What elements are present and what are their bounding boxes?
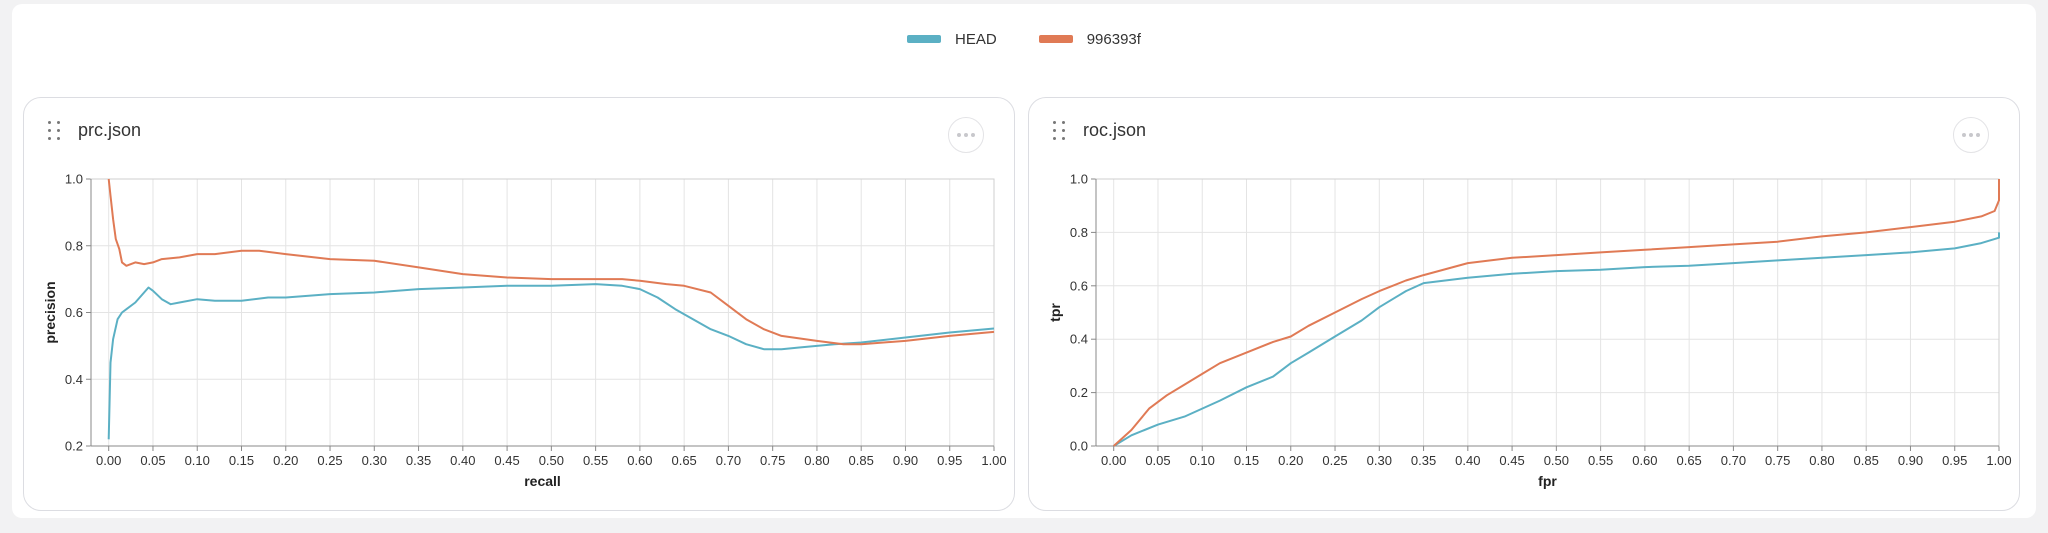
legend-swatch-head xyxy=(907,35,942,43)
x-tick-label: 0.75 xyxy=(1765,453,1790,468)
y-tick-label: 0.2 xyxy=(1070,385,1088,400)
x-tick-label: 0.90 xyxy=(893,453,918,468)
drag-handle-icon[interactable] xyxy=(1053,121,1065,143)
more-horizontal-icon xyxy=(957,133,961,137)
x-tick-label: 0.95 xyxy=(937,453,962,468)
plot-panel-roc: roc.json 0.00 0.05 0.10 0.15 0.20 0.25 0.30 0.3… xyxy=(1028,97,2020,511)
chart-roc: 0.00 0.05 0.10 0.15 0.20 0.25 0.30 0.35 0.40 0.45… xyxy=(1047,172,2012,490)
x-tick-label: 0.35 xyxy=(1411,453,1436,468)
x-tick-label: 0.50 xyxy=(1544,453,1569,468)
x-tick-label: 0.90 xyxy=(1898,453,1923,468)
x-tick-label: 0.45 xyxy=(1499,453,1524,468)
y-tick-label: 0.4 xyxy=(1070,332,1088,347)
x-tick-label: 0.30 xyxy=(362,453,387,468)
y-tick-label: 0.6 xyxy=(65,305,83,320)
x-tick-label: 0.00 xyxy=(96,453,121,468)
x-tick-label: 0.70 xyxy=(716,453,741,468)
y-axis-title: precision xyxy=(42,281,58,343)
y-tick-label: 0.0 xyxy=(1070,439,1088,454)
y-tick-label: 0.8 xyxy=(1070,225,1088,240)
series-line-head xyxy=(1113,232,2000,447)
x-tick-label: 0.00 xyxy=(1101,453,1126,468)
y-tick-label: 0.8 xyxy=(65,238,83,253)
more-options-button[interactable] xyxy=(1953,117,1989,153)
y-tick-label: 0.2 xyxy=(65,439,83,454)
legend: HEAD 996393f xyxy=(12,4,2036,74)
more-horizontal-icon xyxy=(1962,133,1966,137)
plot-panel-prc: prc.json 0.00 0.05 0.10 0.15 0.20 0.25 0.30 0.3… xyxy=(23,97,1015,511)
x-tick-label: 0.10 xyxy=(185,453,210,468)
x-tick-label: 0.15 xyxy=(1234,453,1259,468)
x-tick-label: 0.25 xyxy=(1322,453,1347,468)
x-axis-title: recall xyxy=(524,473,561,489)
x-tick-label: 1.00 xyxy=(1986,453,2011,468)
x-tick-label: 0.80 xyxy=(1809,453,1834,468)
legend-item-996393f[interactable]: 996393f xyxy=(1038,30,1141,48)
x-tick-label: 0.45 xyxy=(494,453,519,468)
panel-title-prc: prc.json xyxy=(78,120,142,140)
y-tick-label: 1.0 xyxy=(65,172,83,187)
x-tick-label: 0.20 xyxy=(273,453,298,468)
plot-frame xyxy=(1095,178,2000,447)
x-tick-label: 0.60 xyxy=(627,453,652,468)
chart-prc: 0.00 0.05 0.10 0.15 0.20 0.25 0.30 0.35 0.40 0.45… xyxy=(42,172,1007,490)
x-tick-label: 0.55 xyxy=(1588,453,1613,468)
legend-label-head: HEAD xyxy=(955,30,997,48)
legend-item-head[interactable]: HEAD xyxy=(907,31,997,48)
x-tick-label: 0.65 xyxy=(1676,453,1701,468)
more-options-button[interactable] xyxy=(948,117,984,153)
x-tick-label: 0.35 xyxy=(406,453,431,468)
y-tick-label: 0.6 xyxy=(1070,278,1088,293)
series-line-996393f xyxy=(1113,179,2000,447)
legend-label-996393f: 996393f xyxy=(1086,30,1141,48)
x-tick-label: 0.05 xyxy=(140,453,165,468)
x-tick-label: 0.15 xyxy=(229,453,254,468)
x-tick-label: 0.70 xyxy=(1721,453,1746,468)
x-tick-label: 0.40 xyxy=(1455,453,1480,468)
x-tick-label: 0.85 xyxy=(849,453,874,468)
x-tick-label: 0.55 xyxy=(583,453,608,468)
x-tick-label: 0.40 xyxy=(450,453,475,468)
x-tick-label: 0.20 xyxy=(1278,453,1303,468)
x-tick-label: 0.85 xyxy=(1854,453,1879,468)
x-tick-label: 0.10 xyxy=(1190,453,1215,468)
panel-title-roc: roc.json xyxy=(1083,120,1147,140)
y-tick-label: 1.0 xyxy=(1070,172,1088,187)
x-tick-label: 0.05 xyxy=(1145,453,1170,468)
x-axis-title: fpr xyxy=(1538,473,1557,489)
x-tick-label: 0.60 xyxy=(1632,453,1657,468)
dashboard-container: HEAD 996393f prc.json 0.00 0.05 0.10 0.15 0.… xyxy=(12,4,2036,518)
x-tick-label: 0.80 xyxy=(804,453,829,468)
series-line-996393f xyxy=(107,178,995,346)
legend-swatch-996393f xyxy=(1038,35,1073,43)
x-tick-label: 1.00 xyxy=(981,453,1006,468)
x-tick-label: 0.30 xyxy=(1367,453,1392,468)
x-tick-label: 0.65 xyxy=(671,453,696,468)
x-tick-label: 0.95 xyxy=(1942,453,1967,468)
x-tick-label: 0.50 xyxy=(539,453,564,468)
y-tick-label: 0.4 xyxy=(65,372,83,387)
x-tick-label: 0.75 xyxy=(760,453,785,468)
x-tick-label: 0.25 xyxy=(317,453,342,468)
y-axis-title: tpr xyxy=(1047,303,1063,322)
series-line-head xyxy=(107,283,995,440)
drag-handle-icon[interactable] xyxy=(48,121,60,143)
